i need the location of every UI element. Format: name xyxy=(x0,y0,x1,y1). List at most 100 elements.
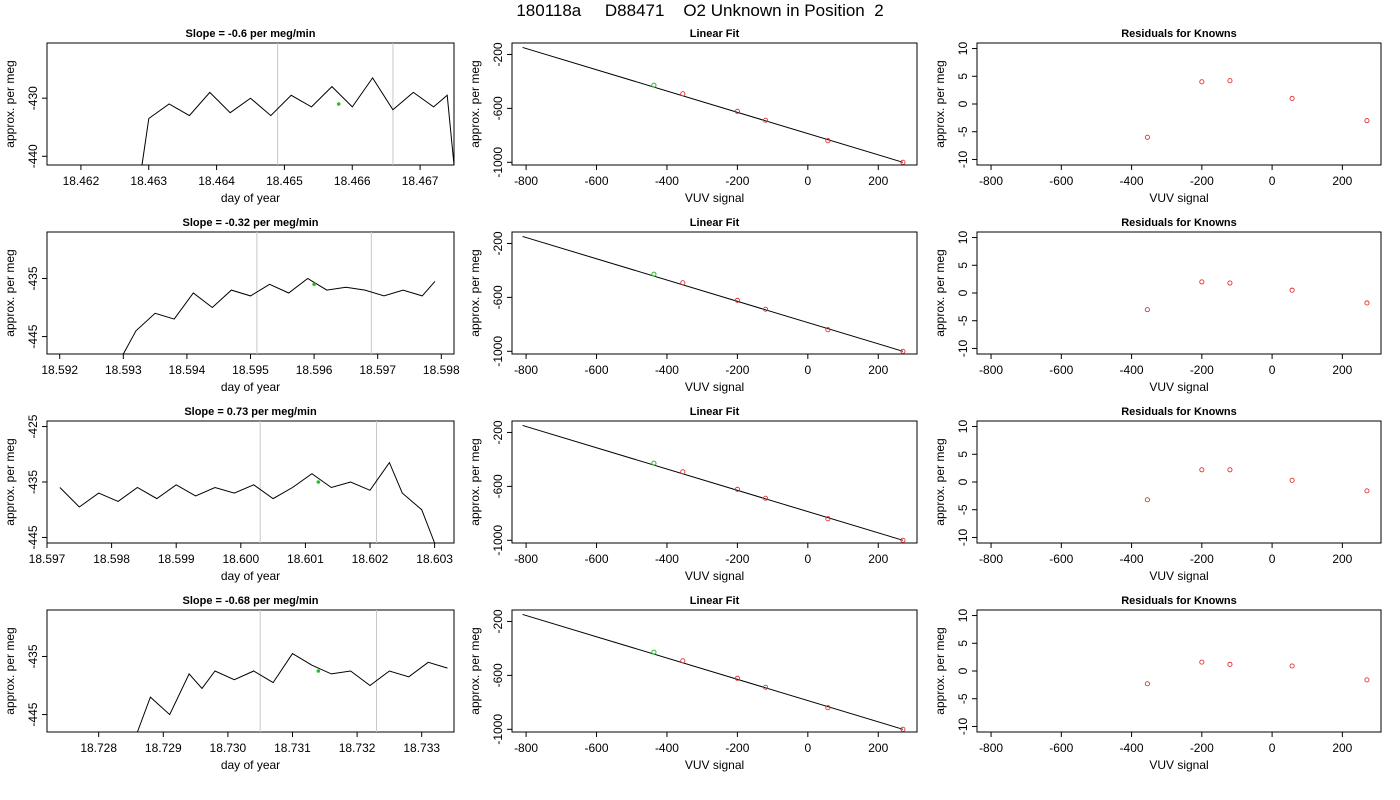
y-axis-label: approx. per meg xyxy=(3,627,17,714)
x-tick-label: -600 xyxy=(1049,174,1073,188)
x-tick-label: 18.728 xyxy=(80,741,117,755)
y-tick-label: -10 xyxy=(956,339,970,357)
y-axis-label: approx. per meg xyxy=(933,249,947,336)
x-tick-label: 200 xyxy=(868,552,888,566)
x-tick-label: -400 xyxy=(1120,741,1144,755)
x-tick-label: 18.732 xyxy=(339,741,376,755)
y-tick-label: -600 xyxy=(491,285,505,309)
x-tick-label: 18.592 xyxy=(41,363,78,377)
panel-title: Slope = -0.6 per meg/min xyxy=(186,28,316,40)
x-tick-label: 200 xyxy=(1332,363,1352,377)
x-tick-label: 18.602 xyxy=(352,552,389,566)
x-tick-label: 18.467 xyxy=(402,174,439,188)
x-tick-label: -200 xyxy=(1190,363,1214,377)
y-tick-label: -1000 xyxy=(491,147,505,178)
x-tick-label: 18.599 xyxy=(158,552,195,566)
x-tick-label: 18.465 xyxy=(266,174,303,188)
x-tick-label: 0 xyxy=(1269,174,1276,188)
x-tick-label: 18.598 xyxy=(93,552,130,566)
chart-panel-10: Residuals for Knowns -800 -600 -400 -200 0 200… xyxy=(933,217,1382,394)
panel-title: Residuals for Knowns xyxy=(1121,217,1237,229)
unknown-point xyxy=(651,649,657,655)
figure-title: 180118a D88471 O2 Unknown in Position 2 xyxy=(516,1,884,20)
y-axis-label: approx. per meg xyxy=(3,249,17,336)
y-tick-label: -600 xyxy=(491,474,505,498)
known-point xyxy=(763,306,769,312)
fit-line xyxy=(522,613,904,730)
known-point xyxy=(734,108,740,114)
fit-line xyxy=(522,424,904,541)
y-tick-label: -445 xyxy=(26,324,40,348)
panel-title: Slope = 0.73 per meg/min xyxy=(184,406,317,418)
y-tick-label: -10 xyxy=(956,528,970,546)
y-axis-label: approx. per meg xyxy=(3,438,17,525)
mean-marker-point xyxy=(316,669,321,673)
y-tick-label: -200 xyxy=(491,231,505,255)
y-tick-label: -445 xyxy=(26,525,40,549)
known-point xyxy=(1289,287,1295,293)
x-tick-label: -600 xyxy=(585,174,609,188)
x-tick-label: 0 xyxy=(1269,552,1276,566)
y-tick-label: -10 xyxy=(956,150,970,168)
y-tick-label: -5 xyxy=(956,504,970,515)
x-tick-label: 18.601 xyxy=(287,552,324,566)
x-tick-label: -400 xyxy=(655,363,679,377)
y-tick-label: -430 xyxy=(26,86,40,110)
y-tick-label: 10 xyxy=(956,609,970,623)
x-tick-label: 18.464 xyxy=(198,174,235,188)
plot-frame xyxy=(46,609,455,733)
x-tick-label: 18.729 xyxy=(145,741,182,755)
x-axis-label: VUV signal xyxy=(685,380,744,394)
x-axis-label: day of year xyxy=(221,758,280,772)
x-axis-label: VUV signal xyxy=(685,758,744,772)
unknown-point xyxy=(651,460,657,466)
known-point xyxy=(900,159,906,165)
x-axis-label: VUV signal xyxy=(685,191,744,205)
x-tick-label: -400 xyxy=(655,174,679,188)
y-tick-label: -425 xyxy=(26,414,40,438)
x-tick-label: 18.593 xyxy=(105,363,142,377)
panel-title: Linear Fit xyxy=(690,28,740,40)
known-point xyxy=(900,726,906,732)
x-axis-label: VUV signal xyxy=(1149,758,1208,772)
known-point xyxy=(1289,95,1295,102)
y-tick-label: 5 xyxy=(956,640,970,647)
data-series-line xyxy=(136,652,448,733)
x-tick-label: 18.600 xyxy=(222,552,259,566)
x-tick-label: 18.603 xyxy=(416,552,453,566)
known-point xyxy=(680,280,686,286)
known-point xyxy=(763,495,769,501)
y-axis-label: approx. per meg xyxy=(933,627,947,714)
x-tick-label: -200 xyxy=(725,174,749,188)
y-tick-label: -445 xyxy=(26,702,40,726)
x-tick-label: -600 xyxy=(1049,363,1073,377)
x-tick-label: 18.598 xyxy=(423,363,460,377)
known-point xyxy=(763,684,769,690)
panel-title: Linear Fit xyxy=(690,406,740,418)
y-tick-label: -600 xyxy=(491,96,505,120)
known-point xyxy=(1289,477,1295,483)
x-tick-label: -200 xyxy=(725,363,749,377)
x-axis-label: VUV signal xyxy=(1149,569,1208,583)
x-tick-label: 18.595 xyxy=(232,363,269,377)
y-tick-label: -435 xyxy=(26,470,40,494)
y-tick-label: 10 xyxy=(956,231,970,245)
x-tick-label: -600 xyxy=(1049,741,1073,755)
x-tick-label: -200 xyxy=(725,552,749,566)
y-tick-label: 5 xyxy=(956,73,970,80)
x-tick-label: -400 xyxy=(1120,363,1144,377)
x-tick-label: -800 xyxy=(514,363,538,377)
x-tick-label: 0 xyxy=(804,741,811,755)
chart-panel-7: Linear Fit -800 -600 -400 -200 0 200 -200 -600 -1… xyxy=(468,406,918,583)
known-point xyxy=(1199,279,1205,285)
mean-marker-point xyxy=(336,102,341,106)
known-point xyxy=(825,516,831,522)
x-tick-label: -800 xyxy=(979,363,1003,377)
known-point xyxy=(734,675,740,681)
y-tick-label: -1000 xyxy=(491,336,505,367)
known-point xyxy=(825,327,831,333)
chart-panel-3: Slope = 0.73 per meg/min 18.597 18.598 18.5… xyxy=(3,406,455,583)
known-point xyxy=(825,705,831,711)
data-series-line xyxy=(141,76,455,166)
panel-title: Linear Fit xyxy=(690,595,740,607)
